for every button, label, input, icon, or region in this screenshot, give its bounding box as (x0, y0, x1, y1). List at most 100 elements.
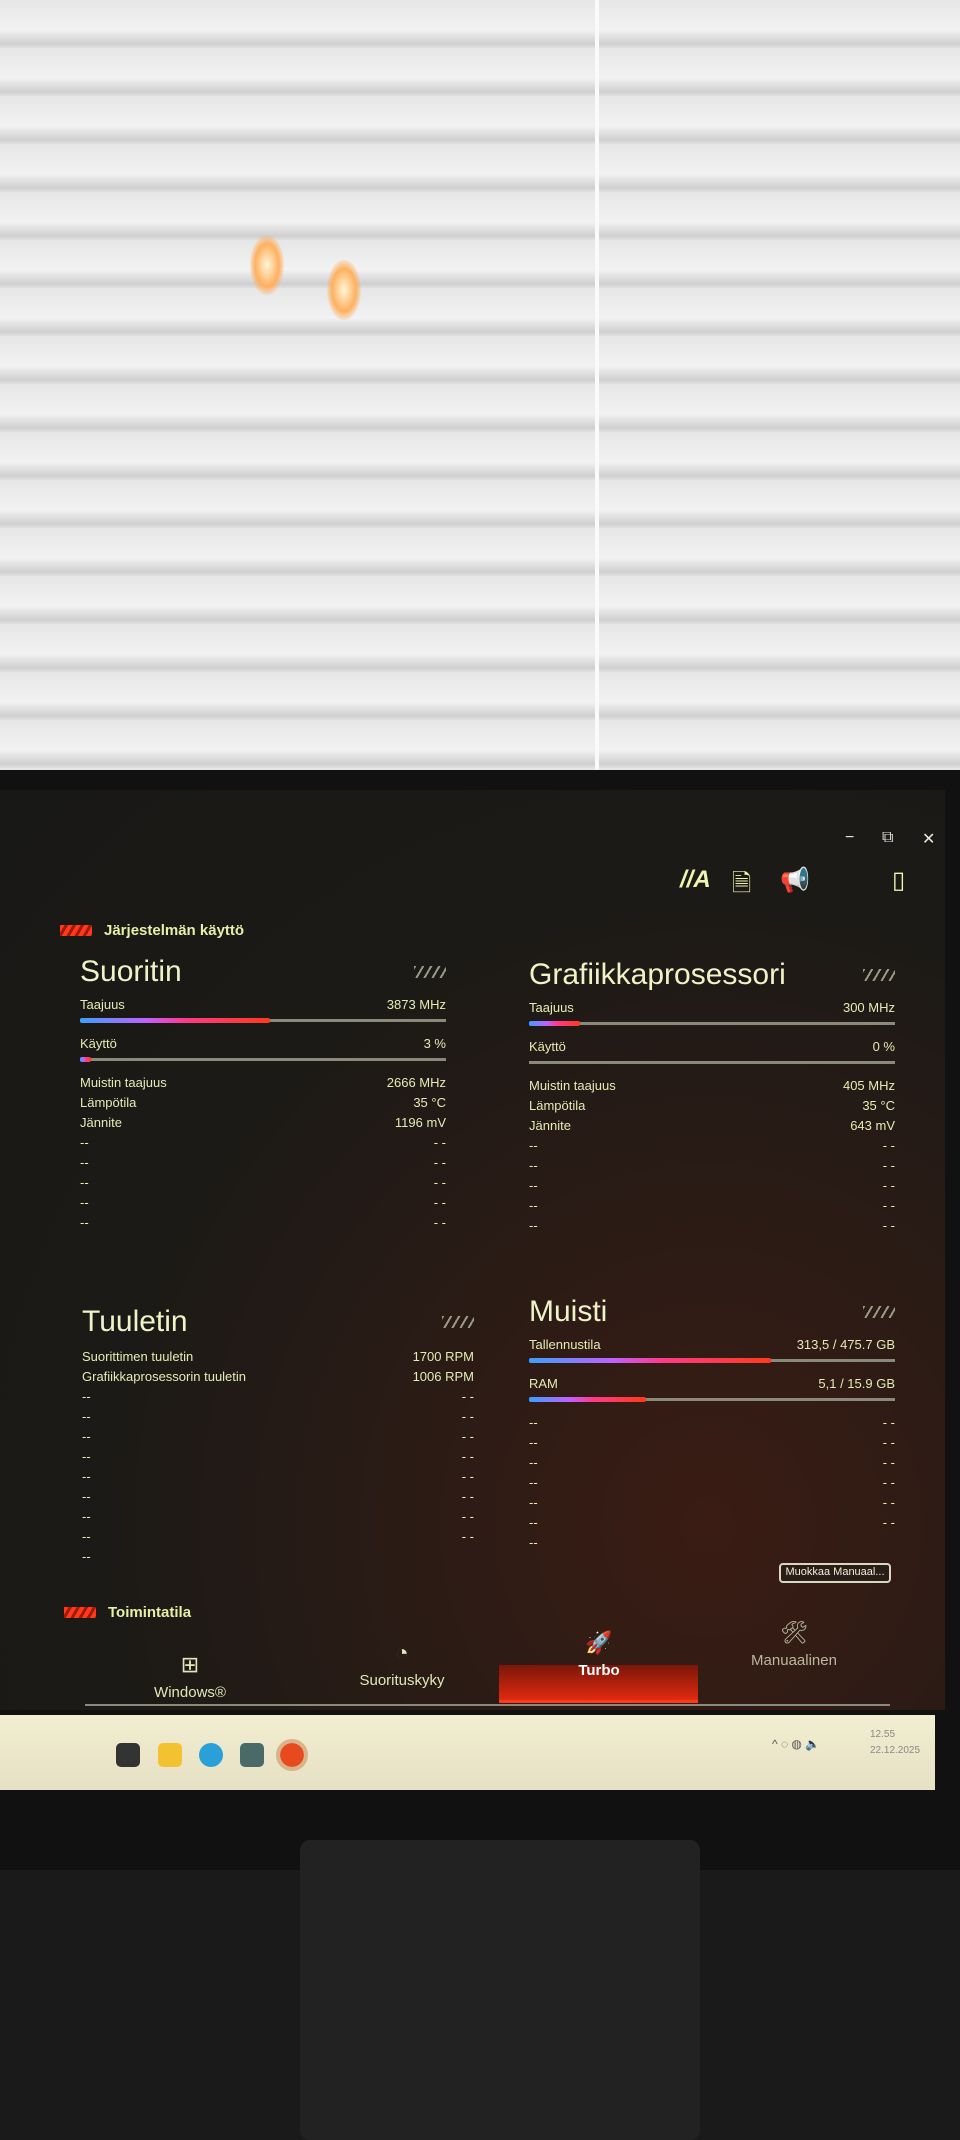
stat-label: -- (529, 1158, 538, 1173)
stat-label: -- (529, 1415, 538, 1430)
stat-label: -- (529, 1138, 538, 1153)
bar-fill (529, 1397, 647, 1402)
stat-label: -- (82, 1549, 91, 1564)
stat-value: - - (461, 1509, 474, 1524)
window-blinds-background (0, 0, 960, 790)
mode-tab-performance[interactable]: ◔ Suorituskyky (337, 1640, 467, 1689)
usage-label: Käyttö (529, 1039, 566, 1054)
minimize-button[interactable]: − (845, 829, 855, 846)
usage-value: 3 % (423, 1036, 446, 1051)
mode-tab-windows[interactable]: ⊞ Windows® (130, 1652, 250, 1701)
armoury-crate-window (0, 790, 945, 1710)
ram-label: RAM (529, 1376, 558, 1391)
maximize-button[interactable]: ⧉ (882, 829, 894, 846)
stat-row: -- - - (82, 1429, 474, 1449)
tray-chevron-icon[interactable]: ^ ◌ ◍ 🔈 (772, 1737, 821, 1751)
stat-value: - - (882, 1218, 895, 1233)
heading-label: Järjestelmän käyttö (104, 922, 245, 939)
gpu-title: Grafiikkaprosessori (529, 958, 786, 991)
edge-icon[interactable] (199, 1743, 223, 1767)
bar-fill (529, 1358, 771, 1363)
edit-manual-button[interactable]: Muokkaa Manuaal... (779, 1563, 891, 1583)
freq-value: 3873 MHz (386, 997, 446, 1012)
stat-label: -- (529, 1535, 538, 1550)
fan-panel: Tuuletin Suorittimen tuuletin 1700 RPM Gra… (82, 1305, 474, 1569)
stat-row: -- - - (82, 1389, 474, 1409)
stat-label: Muistin taajuus (529, 1078, 616, 1093)
memory-panel: Muisti Tallennustila 313,5 / 475.7 GB RAM… (529, 1295, 895, 1555)
stat-value: - - (882, 1198, 895, 1213)
stat-value: 35 °C (413, 1095, 446, 1110)
storage-bar (529, 1358, 895, 1363)
armoury-crate-taskbar-icon[interactable] (276, 1739, 308, 1771)
stat-label: -- (529, 1495, 538, 1510)
stripe-icon (60, 925, 92, 936)
stat-row: -- (529, 1535, 895, 1555)
stat-row: -- - - (82, 1509, 474, 1529)
hatch-icon (863, 1306, 895, 1318)
stat-label: -- (529, 1198, 538, 1213)
stat-row: -- - - (529, 1415, 895, 1435)
light-glare (250, 235, 284, 295)
stat-label: -- (80, 1175, 89, 1190)
tab-label: Suorituskyky (359, 1672, 445, 1689)
ram-bar (529, 1397, 895, 1402)
stat-row: -- - - (80, 1155, 446, 1175)
stat-value: 1196 mV (394, 1115, 446, 1130)
stat-label: -- (82, 1509, 91, 1524)
phone-icon[interactable]: ▯ (892, 867, 906, 894)
cpu-panel: Suoritin Taajuus 3873 MHz Käyttö 3 % Muist… (80, 955, 446, 1235)
cpu-title: Suoritin (80, 955, 182, 988)
bar-fill (80, 1018, 271, 1023)
stat-row: -- - - (82, 1469, 474, 1489)
clock-time[interactable]: 12.55 (870, 1729, 896, 1740)
stripe-icon (64, 1607, 96, 1618)
app-icon[interactable] (240, 1743, 264, 1767)
stat-row: -- - - (82, 1409, 474, 1429)
desk-object (300, 1840, 700, 2140)
freq-value: 300 MHz (842, 1000, 895, 1015)
document-user-icon[interactable]: 🗎 (732, 870, 752, 897)
stat-value: - - (461, 1449, 474, 1464)
mode-tab-turbo[interactable]: 🚀 Turbo (539, 1630, 659, 1679)
gpu-freq-bar (529, 1021, 895, 1026)
taskview-icon[interactable] (116, 1743, 140, 1767)
stat-row: Lämpötila 35 °C (529, 1098, 895, 1118)
armoury-logo-icon[interactable]: //A (680, 866, 711, 893)
hatch-icon (863, 969, 895, 981)
stat-label: -- (80, 1195, 89, 1210)
stat-value: - - (461, 1429, 474, 1444)
hatch-icon (414, 966, 446, 978)
stat-label: -- (529, 1515, 538, 1530)
bar-fill (80, 1057, 91, 1062)
stat-value: - - (433, 1135, 446, 1150)
stat-value: - - (882, 1495, 895, 1510)
stat-value: - - (882, 1138, 895, 1153)
stat-label: -- (529, 1435, 538, 1450)
stat-value: - - (461, 1489, 474, 1504)
stat-row: Jännite 1196 mV (80, 1115, 446, 1135)
clock-date[interactable]: 22.12.2025 (870, 1745, 921, 1756)
close-button[interactable]: ✕ (922, 831, 936, 848)
stat-value: - - (461, 1389, 474, 1404)
stat-row: -- - - (82, 1489, 474, 1509)
cpu-usage-bar (80, 1057, 446, 1062)
stat-row: -- - - (529, 1495, 895, 1515)
file-explorer-icon[interactable] (158, 1743, 182, 1767)
stat-label: -- (529, 1455, 538, 1470)
stat-value: - - (882, 1515, 895, 1530)
stat-row: Lämpötila 35 °C (80, 1095, 446, 1115)
fan-title: Tuuletin (82, 1305, 188, 1338)
stat-label: Jännite (529, 1118, 571, 1133)
stat-label: Suorittimen tuuletin (82, 1349, 194, 1364)
megaphone-icon[interactable]: 📢 (780, 867, 810, 894)
stat-label: -- (82, 1389, 91, 1404)
system-usage-heading: Järjestelmän käyttö (60, 922, 244, 939)
stat-label: -- (80, 1135, 89, 1150)
mode-tab-manual[interactable]: 🛠 Manuaalinen (734, 1620, 854, 1669)
stat-label: -- (82, 1529, 91, 1544)
stat-row: -- - - (529, 1455, 895, 1475)
stat-row: -- - - (529, 1475, 895, 1495)
stat-label: Lämpötila (80, 1095, 137, 1110)
stat-row: Muistin taajuus 405 MHz (529, 1078, 895, 1098)
